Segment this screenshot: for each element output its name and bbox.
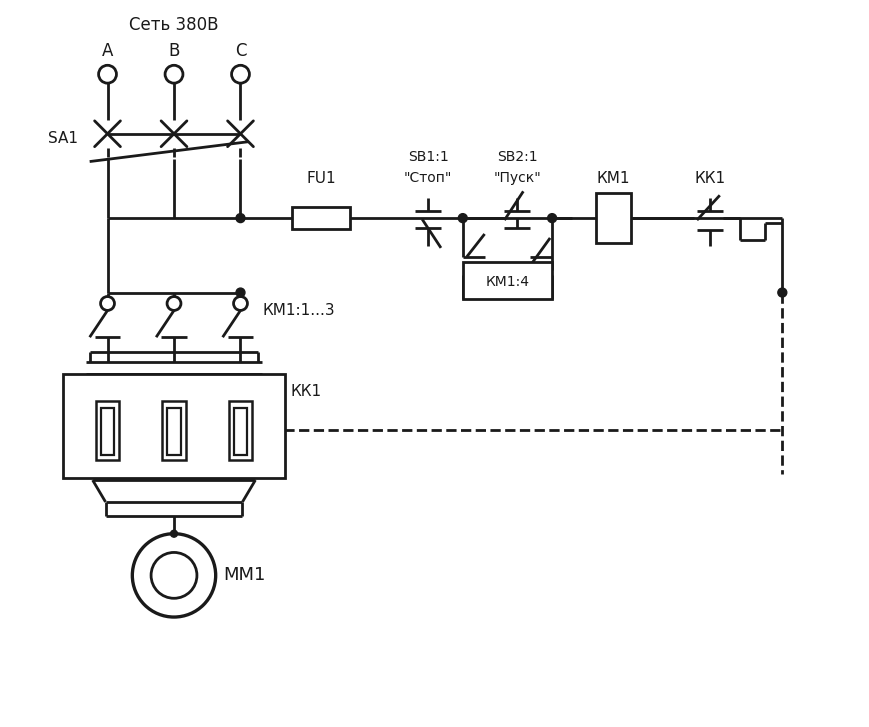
Circle shape [170,530,177,537]
Circle shape [236,288,245,297]
Circle shape [236,214,245,222]
Bar [96,401,119,460]
Circle shape [458,214,468,222]
Bar [234,408,248,455]
Text: "Пуск": "Пуск" [494,172,541,185]
Text: ММ1: ММ1 [223,566,266,585]
Text: Сеть 380В: Сеть 380В [129,15,219,33]
Text: КК1: КК1 [290,385,322,399]
Bar [163,401,186,460]
Bar [63,374,285,478]
Text: КК1: КК1 [694,171,726,186]
Text: SB2:1: SB2:1 [497,150,538,164]
Text: В: В [169,42,180,60]
Circle shape [778,288,786,297]
Text: "Стоп": "Стоп" [404,172,452,185]
Bar [463,262,552,300]
Text: А: А [102,42,113,60]
Circle shape [547,214,556,222]
Text: КМ1:4: КМ1:4 [486,275,529,289]
Text: КМ1:1...3: КМ1:1...3 [262,303,335,318]
Text: SB1:1: SB1:1 [408,150,448,164]
Bar [101,408,115,455]
Bar [596,193,632,243]
Bar [292,207,349,229]
Text: С: С [235,42,246,60]
Bar [167,408,181,455]
Text: SA1: SA1 [48,132,78,146]
Bar [229,401,252,460]
Text: FU1: FU1 [306,171,335,186]
Text: КМ1: КМ1 [597,171,630,186]
